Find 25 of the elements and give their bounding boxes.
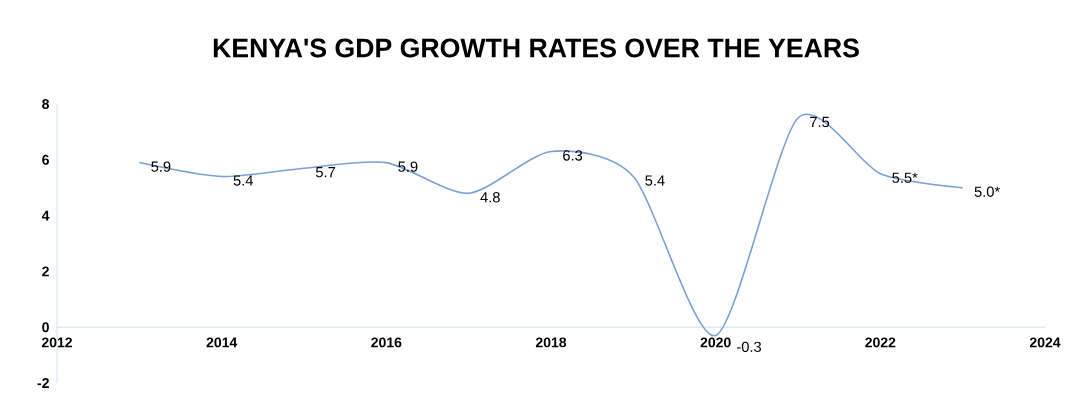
data-label: 5.9 <box>151 161 171 172</box>
y-tick-label: 2 <box>42 266 49 277</box>
x-tick-label: 2014 <box>206 337 238 348</box>
data-label: 5.4 <box>645 175 665 186</box>
data-label: 7.5 <box>810 116 830 128</box>
data-label: 5.4 <box>233 175 253 186</box>
y-tick-label: 6 <box>42 154 49 165</box>
data-label: 5.5* <box>892 172 918 183</box>
x-tick-label: 2022 <box>865 337 896 348</box>
y-tick-label: -2 <box>37 378 49 388</box>
x-tick-label: 2016 <box>371 337 402 348</box>
x-tick-label: 2012 <box>41 337 72 348</box>
data-label: 5.0* <box>974 186 1000 197</box>
y-tick-label: 4 <box>41 210 50 221</box>
data-label: 5.9 <box>398 161 418 172</box>
x-tick-label: 2024 <box>1029 337 1061 348</box>
y-tick-label: 0 <box>42 322 49 333</box>
x-tick-label: 2018 <box>535 337 567 348</box>
x-tick-label: 2020 <box>700 337 731 348</box>
data-label: 5.7 <box>315 167 336 178</box>
data-label: 4.8 <box>480 192 500 203</box>
y-tick-label: 8 <box>42 99 50 109</box>
data-label: 6.3 <box>563 150 583 161</box>
data-label: -0.3 <box>737 341 762 352</box>
chart-title: KENYA'S GDP GROWTH RATES OVER THE YEARS <box>213 38 859 58</box>
